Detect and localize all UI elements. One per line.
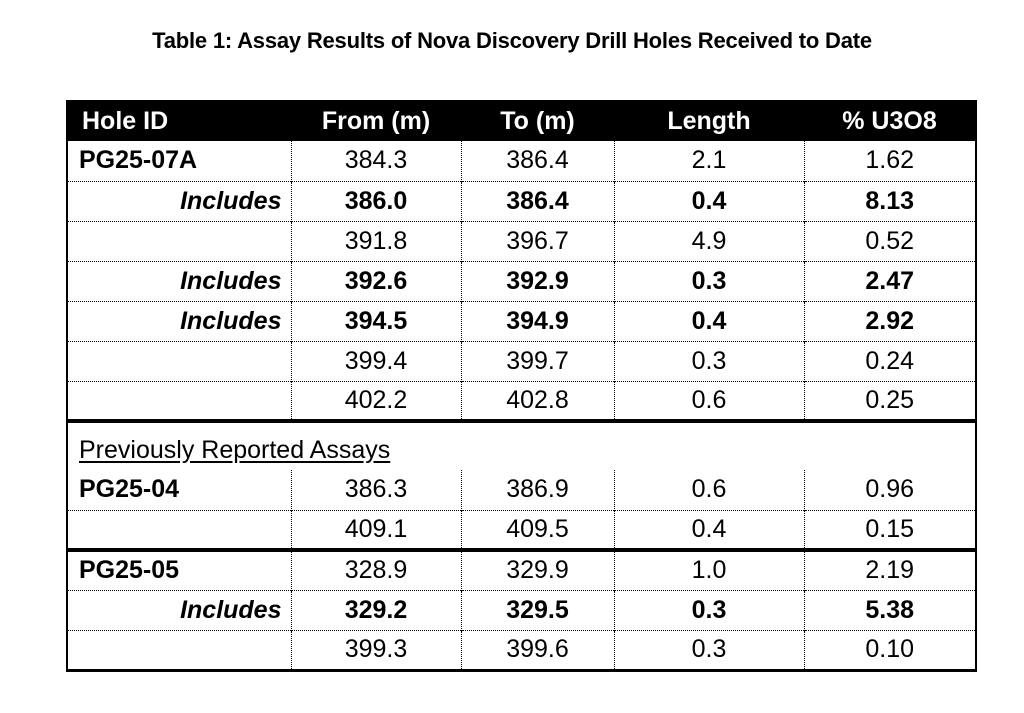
cell-from: 384.3 (290, 141, 461, 181)
cell-to: 329.9 (460, 548, 614, 590)
cell-length: 0.3 (613, 629, 804, 670)
cell-to: 386.4 (460, 141, 614, 181)
table-row: Includes 394.5 394.9 0.4 2.92 (67, 300, 976, 341)
cell-from: 399.4 (290, 340, 461, 381)
cell-length: 0.6 (613, 380, 804, 421)
cell-u3o8: 2.19 (803, 548, 976, 590)
section-label-previously-reported: Previously Reported Assays (67, 419, 976, 470)
cell-to: 394.9 (460, 300, 614, 341)
cell-hole-id (67, 509, 291, 550)
table-row: PG25-07A 384.3 386.4 2.1 1.62 (67, 141, 976, 181)
cell-u3o8: 2.92 (803, 300, 976, 341)
cell-to: 399.6 (460, 629, 614, 670)
table-row: Includes 392.6 392.9 0.3 2.47 (67, 260, 976, 301)
table-header: Hole ID From (m) To (m) Length % U3O8 (67, 101, 976, 141)
table-row: Includes 386.0 386.4 0.4 8.13 (67, 180, 976, 221)
cell-u3o8: 0.10 (803, 629, 976, 670)
cell-to: 392.9 (460, 260, 614, 301)
cell-hole-id: Includes (67, 300, 291, 341)
cell-length: 1.0 (613, 548, 804, 590)
cell-hole-id (67, 629, 291, 670)
cell-hole-id (67, 380, 291, 421)
cell-length: 0.4 (613, 300, 804, 341)
cell-from: 391.8 (290, 220, 461, 261)
cell-from: 386.3 (290, 470, 461, 510)
cell-to: 409.5 (460, 509, 614, 550)
cell-from: 399.3 (290, 629, 461, 670)
cell-to: 329.5 (460, 589, 614, 630)
cell-hole-id (67, 340, 291, 381)
cell-from: 394.5 (290, 300, 461, 341)
cell-hole-id: PG25-04 (79, 475, 180, 504)
cell-to: 386.9 (460, 470, 614, 510)
cell-hole-id: PG25-07A (79, 146, 198, 175)
table-row: 402.2 402.8 0.6 0.25 (67, 380, 976, 421)
cell-length: 0.3 (613, 260, 804, 301)
cell-length: 0.4 (613, 509, 804, 550)
cell-length: 4.9 (613, 220, 804, 261)
header-row: Hole ID From (m) To (m) Length % U3O8 (67, 101, 976, 141)
table-body: PG25-07A 384.3 386.4 2.1 1.62 Includes 3… (67, 141, 976, 670)
table-title: Table 1: Assay Results of Nova Discovery… (152, 28, 872, 53)
cell-u3o8: 0.24 (803, 340, 976, 381)
section-label-row: Previously Reported Assays (67, 419, 976, 470)
cell-u3o8: 0.25 (803, 380, 976, 421)
column-header-length: Length (614, 101, 804, 141)
column-header-to: To (m) (461, 101, 614, 141)
cell-u3o8: 8.13 (803, 180, 976, 221)
table-row: 399.3 399.6 0.3 0.10 (67, 629, 976, 670)
table-row: Includes 329.2 329.5 0.3 5.38 (67, 589, 976, 630)
table-row: PG25-05 328.9 329.9 1.0 2.19 (67, 548, 976, 590)
table-row: 399.4 399.7 0.3 0.24 (67, 340, 976, 381)
cell-to: 402.8 (460, 380, 614, 421)
cell-from: 392.6 (290, 260, 461, 301)
cell-length: 0.3 (613, 589, 804, 630)
table-row: 391.8 396.7 4.9 0.52 (67, 220, 976, 261)
cell-length: 2.1 (613, 141, 804, 181)
cell-hole-id: Includes (67, 260, 291, 301)
cell-u3o8: 2.47 (803, 260, 976, 301)
cell-from: 328.9 (290, 548, 461, 590)
cell-from: 329.2 (290, 589, 461, 630)
cell-hole-id: Includes (67, 589, 291, 630)
column-header-from: From (m) (291, 101, 461, 141)
cell-to: 386.4 (460, 180, 614, 221)
table-row: 409.1 409.5 0.4 0.15 (67, 509, 976, 550)
cell-from: 402.2 (290, 380, 461, 421)
cell-length: 0.4 (613, 180, 804, 221)
cell-hole-id: PG25-05 (67, 548, 291, 590)
cell-u3o8: 5.38 (803, 589, 976, 630)
cell-length: 0.6 (613, 470, 804, 510)
cell-length: 0.3 (613, 340, 804, 381)
cell-from: 409.1 (290, 509, 461, 550)
cell-hole-id (67, 220, 291, 261)
cell-hole-id: Includes (67, 180, 291, 221)
cell-from: 386.0 (290, 180, 461, 221)
column-header-hole-id: Hole ID (67, 101, 291, 141)
cell-to: 399.7 (460, 340, 614, 381)
cell-u3o8: 0.15 (803, 509, 976, 550)
section-label-text: Previously Reported Assays (79, 436, 391, 464)
column-header-u3o8: % U3O8 (804, 101, 976, 141)
cell-u3o8: 0.52 (803, 220, 976, 261)
assay-results-table: Hole ID From (m) To (m) Length % U3O8 PG… (66, 100, 977, 672)
cell-u3o8: 0.96 (803, 470, 976, 510)
cell-to: 396.7 (460, 220, 614, 261)
table-row: PG25-04 386.3 386.9 0.6 0.96 (67, 470, 976, 510)
cell-u3o8: 1.62 (803, 141, 976, 181)
